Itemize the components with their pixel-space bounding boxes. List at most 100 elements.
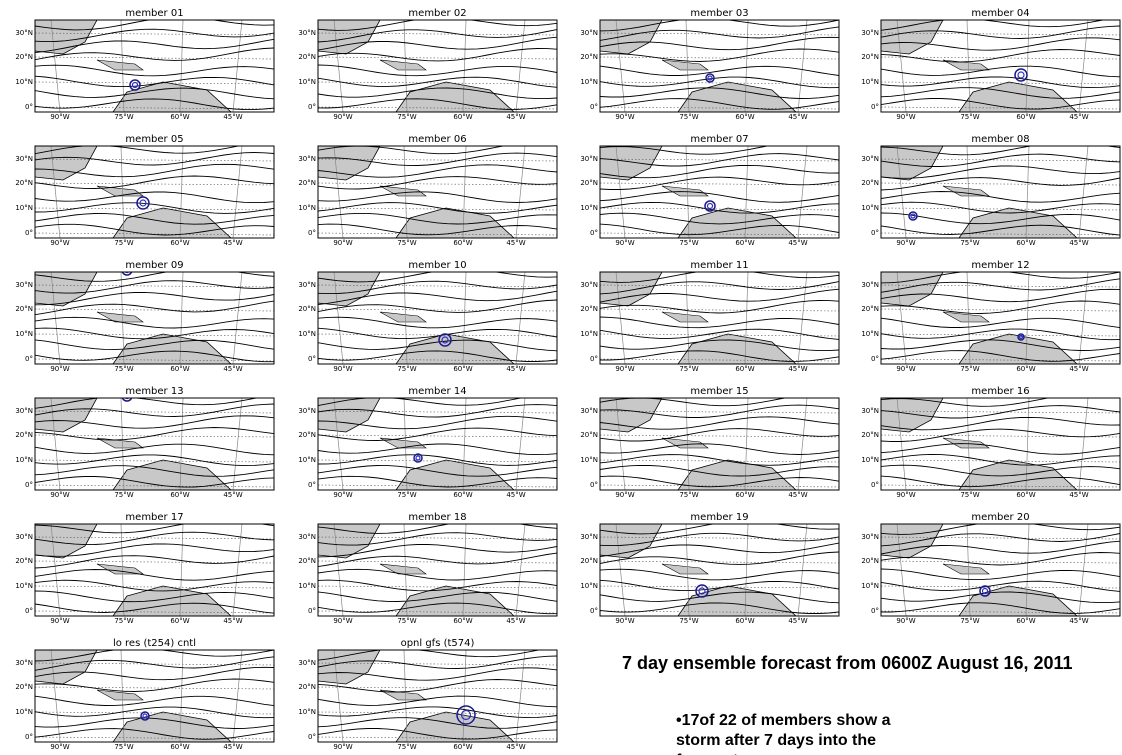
land — [318, 20, 380, 54]
land — [662, 564, 708, 574]
lat-label: 0° — [25, 481, 33, 489]
lon-label: 60°W — [735, 491, 754, 499]
lat-label: 30°N — [298, 533, 316, 541]
lat-label: 0° — [308, 103, 316, 111]
map-panel: member 0830°N20°N10°N0°90°W75°W60°W45°W — [861, 134, 1120, 247]
lon-label: 60°W — [1016, 617, 1035, 625]
lon-label: 60°W — [453, 491, 472, 499]
lon-label: 60°W — [1016, 239, 1035, 247]
land — [97, 186, 143, 196]
map-body — [881, 17, 1120, 112]
lat-label: 20°N — [580, 53, 598, 61]
lon-label: 75°W — [114, 365, 133, 373]
lat-label: 30°N — [580, 155, 598, 163]
lat-label: 30°N — [298, 407, 316, 415]
land — [380, 312, 426, 322]
lon-label: 75°W — [960, 365, 979, 373]
map-panel: member 1130°N20°N10°N0°90°W75°W60°W45°W — [580, 260, 839, 373]
lat-label: 20°N — [861, 431, 879, 439]
caption-bullet: •17of 22 of members show a storm after 7… — [676, 711, 936, 755]
lat-label: 0° — [308, 607, 316, 615]
lat-label: 10°N — [298, 708, 316, 716]
land — [678, 460, 796, 490]
storm-core — [708, 76, 712, 80]
contour — [318, 317, 557, 328]
lon-label: 90°W — [333, 491, 352, 499]
lat-label: 30°N — [580, 533, 598, 541]
lon-label: 90°W — [615, 491, 634, 499]
lon-label: 75°W — [679, 617, 698, 625]
land — [396, 208, 514, 238]
panel-title: member 11 — [690, 260, 748, 271]
contour — [35, 65, 274, 76]
land — [380, 564, 426, 574]
lat-label: 30°N — [861, 533, 879, 541]
lon-label: 90°W — [50, 617, 69, 625]
panel-title: member 06 — [408, 134, 466, 145]
panel-title: member 17 — [125, 512, 183, 523]
meridian — [233, 146, 242, 238]
meridian — [233, 524, 242, 616]
meridian — [516, 650, 525, 742]
map-panel: member 0230°N20°N10°N0°90°W75°W60°W45°W — [298, 8, 557, 121]
lon-label: 90°W — [333, 617, 352, 625]
lon-label: 90°W — [896, 113, 915, 121]
lat-label: 0° — [590, 355, 598, 363]
storm-core — [1018, 72, 1024, 78]
latitude-line — [600, 82, 839, 84]
lat-label: 10°N — [298, 204, 316, 212]
contour — [35, 317, 274, 328]
lat-label: 10°N — [861, 582, 879, 590]
lat-label: 20°N — [580, 431, 598, 439]
map-body — [600, 19, 839, 113]
lat-label: 10°N — [298, 582, 316, 590]
map-body — [35, 391, 274, 490]
lon-label: 45°W — [223, 743, 242, 751]
lat-label: 30°N — [298, 29, 316, 37]
contour — [600, 569, 839, 580]
lat-label: 0° — [25, 355, 33, 363]
land — [380, 438, 426, 448]
lat-label: 30°N — [15, 281, 33, 289]
lat-label: 30°N — [15, 155, 33, 163]
lat-label: 20°N — [298, 683, 316, 691]
meridian — [516, 146, 525, 238]
lat-label: 0° — [25, 607, 33, 615]
map-panel: member 0730°N20°N10°N0°90°W75°W60°W45°W — [580, 134, 839, 247]
storm — [706, 74, 714, 82]
panel-title: opnl gfs (t574) — [401, 638, 475, 649]
meridian — [516, 398, 525, 490]
contour — [35, 570, 274, 581]
lon-label: 45°W — [506, 239, 525, 247]
lat-label: 0° — [25, 229, 33, 237]
map-body — [600, 270, 839, 364]
land — [35, 20, 97, 54]
contour — [881, 318, 1120, 327]
meridian — [1079, 398, 1088, 490]
lat-label: 0° — [871, 481, 879, 489]
lon-label: 45°W — [506, 491, 525, 499]
panel-title: member 07 — [690, 134, 748, 145]
lat-label: 10°N — [580, 78, 598, 86]
lon-label: 45°W — [223, 239, 242, 247]
lat-label: 30°N — [15, 29, 33, 37]
lon-label: 60°W — [170, 365, 189, 373]
land — [881, 272, 943, 306]
lon-label: 60°W — [170, 617, 189, 625]
contour — [600, 444, 839, 455]
lat-label: 20°N — [15, 305, 33, 313]
storm-core — [911, 214, 915, 218]
lon-label: 45°W — [506, 365, 525, 373]
latitude-line — [600, 208, 839, 210]
lat-label: 20°N — [861, 179, 879, 187]
map-body — [318, 521, 557, 616]
panel-title: member 19 — [690, 512, 748, 523]
land — [35, 524, 97, 558]
lon-label: 60°W — [170, 491, 189, 499]
latitude-line — [35, 712, 274, 714]
panel-title: member 20 — [971, 512, 1029, 523]
lat-label: 30°N — [15, 533, 33, 541]
lon-label: 45°W — [223, 113, 242, 121]
